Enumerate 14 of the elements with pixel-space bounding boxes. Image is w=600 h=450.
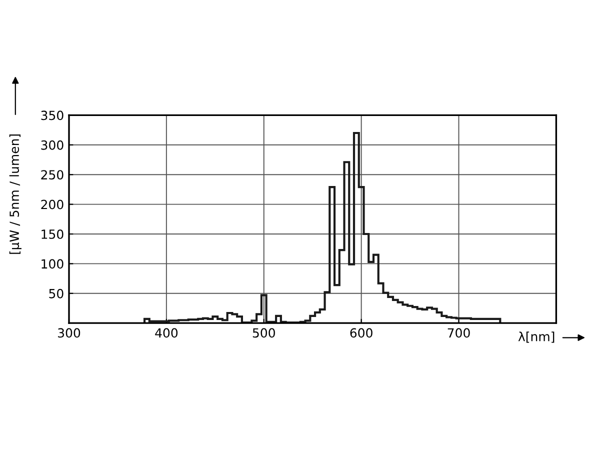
- y-axis-title: [μW / 5nm / lumen]: [9, 134, 22, 254]
- y-tick-label: 100: [42, 259, 64, 269]
- x-axis-title: λ[nm]: [518, 332, 554, 343]
- y-tick-label: 300: [41, 140, 64, 150]
- x-tick-label: 500: [252, 328, 275, 338]
- x-tick-label: 600: [350, 328, 372, 338]
- y-tick-label: 200: [41, 200, 64, 210]
- y-tick-label: 250: [41, 170, 64, 180]
- y-tick-label: 150: [42, 229, 64, 239]
- x-tick-label: 700: [448, 328, 470, 338]
- y-tick-label: 50: [49, 288, 64, 298]
- x-tick-label: 300: [58, 328, 80, 338]
- x-tick-label: 400: [155, 328, 178, 338]
- y-tick-label: 350: [41, 110, 64, 120]
